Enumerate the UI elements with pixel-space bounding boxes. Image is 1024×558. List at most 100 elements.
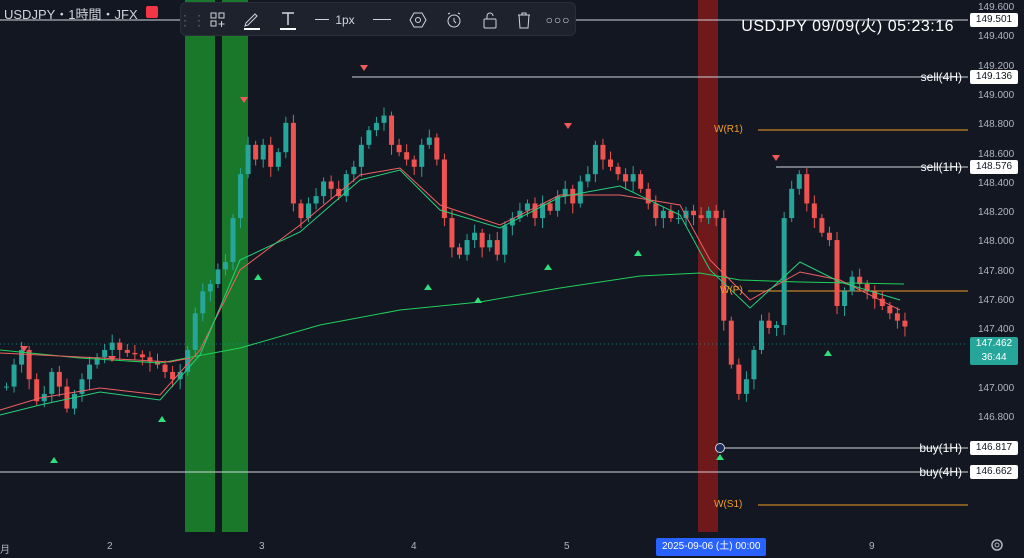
candle-body	[721, 218, 727, 321]
ema-fast-line	[0, 169, 901, 416]
candle-body	[864, 284, 870, 292]
ema-slow-line	[0, 272, 905, 364]
time-tick: 3	[259, 541, 265, 552]
candle-body	[449, 218, 455, 248]
hexagon-icon[interactable]	[407, 9, 429, 31]
candle-body	[290, 122, 296, 204]
price-tick: 148.000	[978, 236, 1015, 248]
drawing-toolbar: ⋮⋮ 1px ○○○	[178, 2, 576, 36]
candle-body	[623, 174, 629, 182]
candle-body	[638, 174, 644, 189]
price-tick: 149.400	[978, 31, 1015, 43]
sell-signal-arrow	[240, 97, 248, 103]
sell-signal-arrow	[20, 346, 28, 352]
candle-body	[389, 115, 395, 145]
candle-body	[857, 276, 863, 285]
candle-body	[396, 144, 402, 153]
line-width-selector[interactable]: 1px	[313, 9, 357, 31]
add-template-icon[interactable]	[207, 9, 229, 31]
candle-body	[358, 144, 364, 167]
candle-body	[759, 320, 764, 350]
candle-body	[139, 354, 145, 358]
time-axis[interactable]	[0, 532, 968, 558]
pencil-icon[interactable]	[241, 9, 263, 31]
price-label-buy1h: 146.817	[970, 441, 1018, 455]
candle-body	[56, 371, 62, 387]
price-tick: 148.800	[978, 119, 1015, 131]
time-tick: 2	[107, 541, 113, 552]
candle-body	[562, 188, 568, 197]
buy-signal-arrow	[424, 284, 432, 290]
candle-body	[585, 174, 591, 182]
candle-body	[691, 210, 697, 216]
symbol-title[interactable]: USDJPY・1時間・JFX	[4, 7, 138, 22]
candle-body	[192, 313, 198, 350]
candle-body	[517, 210, 523, 219]
symbol-clock: USDJPY 09/09(火) 05:23:16	[741, 18, 954, 35]
buy-signal-arrow	[50, 457, 58, 463]
candle-body	[668, 210, 674, 219]
text-icon[interactable]	[277, 9, 299, 31]
candle-body	[826, 232, 832, 241]
candle-body	[713, 210, 719, 219]
candle-body	[34, 379, 40, 402]
more-icon[interactable]: ○○○	[545, 13, 571, 27]
gear-icon[interactable]	[990, 538, 1004, 552]
sell-signal-arrow	[564, 123, 572, 129]
candle-body	[781, 218, 787, 326]
buy-signal-arrow	[824, 350, 832, 356]
candle-body	[487, 240, 493, 248]
candle-body	[811, 203, 817, 219]
lock-icon[interactable]	[479, 9, 501, 31]
level-label-buy1h: buy(1H)	[919, 441, 962, 455]
candle-body	[253, 144, 259, 160]
candle-body	[87, 364, 93, 380]
candle-body	[404, 152, 410, 160]
alarm-icon[interactable]	[443, 9, 465, 31]
candle-body	[653, 203, 659, 219]
candle-body	[774, 325, 780, 328]
candle-body	[11, 364, 17, 387]
sell-signal-arrow	[360, 65, 368, 71]
candlestick-chart[interactable]	[0, 0, 968, 532]
time-tick: 4	[411, 541, 417, 552]
candle-body	[887, 306, 893, 314]
candle-body	[222, 262, 228, 270]
price-label-sell1h: 148.576	[970, 160, 1018, 174]
candle-body	[132, 352, 138, 355]
candle-body	[751, 349, 757, 380]
candle-body	[230, 218, 236, 263]
price-label-top: 149.501	[970, 13, 1018, 27]
trash-icon[interactable]	[513, 9, 535, 31]
candle-body	[743, 379, 749, 394]
price-tick: 149.600	[978, 2, 1015, 13]
candle-body	[479, 232, 485, 248]
candle-body	[464, 240, 470, 255]
price-tick: 149.200	[978, 60, 1015, 72]
candle-body	[207, 284, 213, 292]
drag-handle-icon[interactable]: ⋮⋮	[178, 11, 206, 28]
candle-body	[524, 203, 530, 211]
candle-body	[502, 225, 508, 255]
buy-signal-arrow	[158, 416, 166, 422]
candle-body	[94, 357, 100, 365]
candle-body	[298, 203, 304, 219]
candle-body	[645, 188, 651, 204]
candle-body	[600, 144, 606, 160]
candle-body	[683, 210, 689, 219]
price-tick: 148.200	[978, 207, 1015, 219]
line-style-icon[interactable]	[371, 9, 393, 31]
candle-body	[842, 291, 848, 306]
candle-body	[64, 386, 70, 409]
flag-icon[interactable]	[146, 6, 158, 18]
candle-body	[894, 313, 900, 321]
price-tick: 148.400	[978, 177, 1015, 189]
candle-body	[555, 196, 561, 211]
candle-body	[343, 174, 349, 197]
price-tick: 147.000	[978, 382, 1015, 394]
candle-body	[736, 364, 742, 394]
buy-signal-arrow	[254, 274, 262, 280]
time-tick: 5	[564, 541, 570, 552]
candle-body	[411, 159, 417, 167]
